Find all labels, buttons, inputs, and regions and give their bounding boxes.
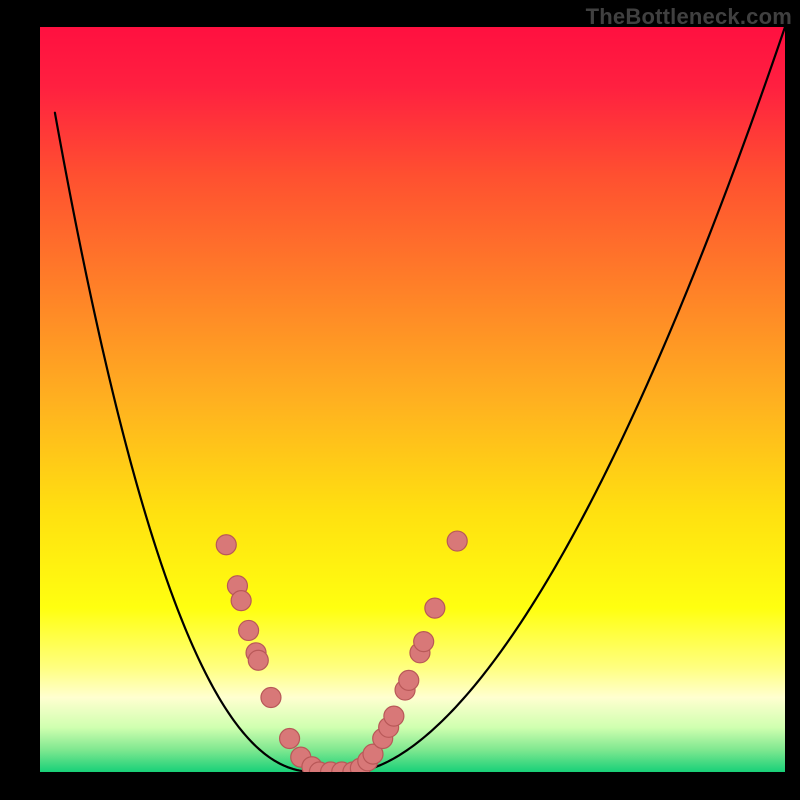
plot-svg [0, 0, 800, 800]
data-point-0 [216, 535, 236, 555]
data-point-21 [399, 670, 419, 690]
data-point-19 [384, 706, 404, 726]
data-point-2 [231, 591, 251, 611]
data-point-3 [239, 620, 259, 640]
watermark-text: TheBottleneck.com [586, 4, 792, 30]
data-point-25 [447, 531, 467, 551]
data-point-24 [425, 598, 445, 618]
data-point-7 [280, 728, 300, 748]
stage: TheBottleneck.com [0, 0, 800, 800]
data-point-23 [414, 632, 434, 652]
data-point-6 [261, 688, 281, 708]
data-point-5 [248, 650, 268, 670]
